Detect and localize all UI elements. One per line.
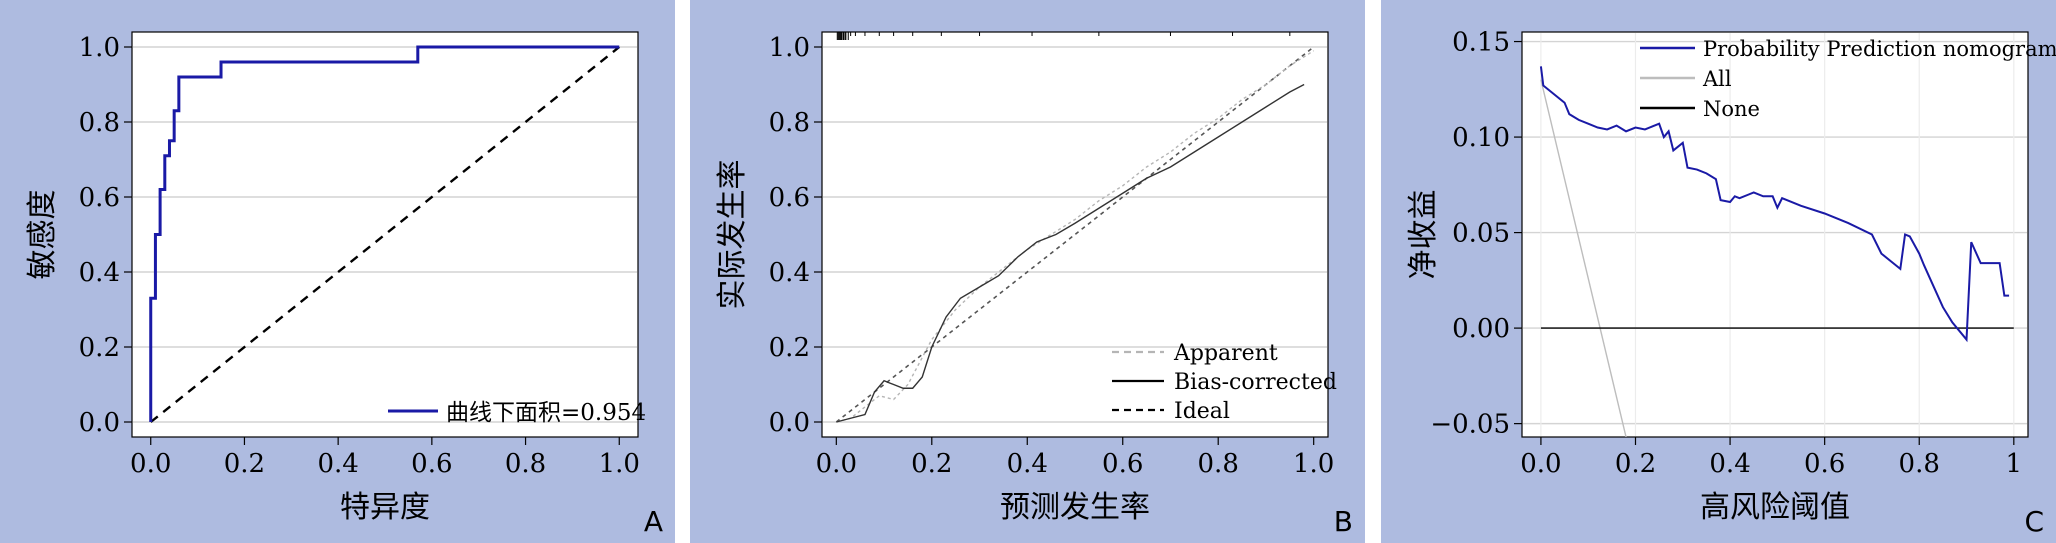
y-axis-label: 实际发生率	[715, 160, 750, 310]
x-axis-label: 高风险阈值	[1700, 490, 1850, 525]
legend-label: Bias-corrected	[1174, 370, 1337, 395]
x-axis-label: 特异度	[340, 490, 430, 525]
legend-label: Apparent	[1173, 341, 1278, 366]
y-tick-label: 0.00	[1452, 314, 1510, 344]
legend-label: None	[1703, 97, 1760, 121]
panel-letter: C	[2024, 505, 2044, 538]
y-tick-label: 1.0	[79, 33, 120, 63]
y-tick-label: 0.0	[769, 408, 810, 438]
x-tick-label: 0.8	[1899, 449, 1940, 479]
x-tick-label: 0.0	[130, 449, 171, 479]
reference-diagonal	[149, 46, 621, 423]
plot-area	[821, 31, 1329, 438]
y-tick-label: 0.4	[769, 258, 810, 288]
x-tick-label: 0.2	[1615, 449, 1656, 479]
y-tick-label: 0.2	[769, 333, 810, 363]
chart-panel-a: 0.0 0.2 0.4 0.6 0.8 1.0 0.0 0.2 0.4 0.6 0.8 1.0 特异度 敏…	[0, 0, 675, 543]
plot-area	[131, 31, 639, 438]
x-tick-label: 0.2	[911, 449, 952, 479]
y-tick-label: 0.15	[1452, 28, 1510, 58]
y-tick-label: 0.6	[769, 183, 810, 213]
x-tick-label: 0.2	[224, 449, 265, 479]
y-tick-label: 0.6	[79, 183, 120, 213]
legend-label: All	[1702, 67, 1732, 91]
x-tick-label: 1.0	[599, 449, 640, 479]
plot-area	[1521, 31, 2029, 438]
y-tick-label: −0.05	[1430, 410, 1510, 440]
x-tick-label: 0.6	[1102, 449, 1143, 479]
treat-all-line	[1540, 79, 1627, 437]
series-layer	[1539, 66, 2014, 437]
x-tick-label: 1.0	[1293, 449, 1334, 479]
x-tick-label: 0.8	[505, 449, 546, 479]
x-axis-label: 预测发生率	[1000, 490, 1150, 525]
roc-curve	[149, 45, 620, 422]
x-tick-label: 0.4	[1709, 449, 1750, 479]
y-tick-label: 0.05	[1452, 219, 1510, 249]
panel-letter: B	[1334, 505, 1353, 538]
series-layer	[835, 32, 1315, 423]
y-axis-label: 净收益	[1406, 190, 1441, 280]
ideal-line	[835, 46, 1315, 423]
y-tick-label: 0.8	[769, 108, 810, 138]
chart-panel-b: 0.0 0.2 0.4 0.6 0.8 1.0 0.0 0.2 0.4 0.6 0.8 1.0 预测发生…	[690, 0, 1365, 543]
y-tick-label: 0.2	[79, 333, 120, 363]
x-tick-label: 0.0	[1520, 449, 1561, 479]
panel-letter: A	[644, 505, 663, 538]
nomogram-line	[1539, 66, 2010, 343]
x-tick-label: 1	[2006, 449, 2023, 479]
legend-label: Probability Prediction nomogram	[1703, 37, 2056, 61]
x-tick-label: 0.0	[816, 449, 857, 479]
apparent-line	[836, 50, 1315, 423]
series-layer	[149, 45, 621, 423]
bias-corrected-line	[836, 83, 1305, 423]
legend-label: 曲线下面积=0.954	[446, 400, 646, 426]
chart-panel-c: −0.05 0.00 0.05 0.10 0.15 0.0 0.2 0.4 0.6 0.8 1 高风险…	[1381, 0, 2056, 543]
x-tick-label: 0.4	[317, 449, 358, 479]
x-tick-label: 0.6	[411, 449, 452, 479]
y-tick-label: 0.10	[1452, 123, 1510, 153]
x-tick-label: 0.4	[1007, 449, 1048, 479]
y-axis-label: 敏感度	[25, 190, 60, 280]
y-tick-label: 0.0	[79, 408, 120, 438]
y-tick-label: 0.4	[79, 258, 120, 288]
legend-label: Ideal	[1174, 399, 1230, 424]
y-tick-label: 1.0	[769, 33, 810, 63]
x-tick-label: 0.6	[1804, 449, 1845, 479]
y-tick-label: 0.8	[79, 108, 120, 138]
x-tick-label: 0.8	[1198, 449, 1239, 479]
